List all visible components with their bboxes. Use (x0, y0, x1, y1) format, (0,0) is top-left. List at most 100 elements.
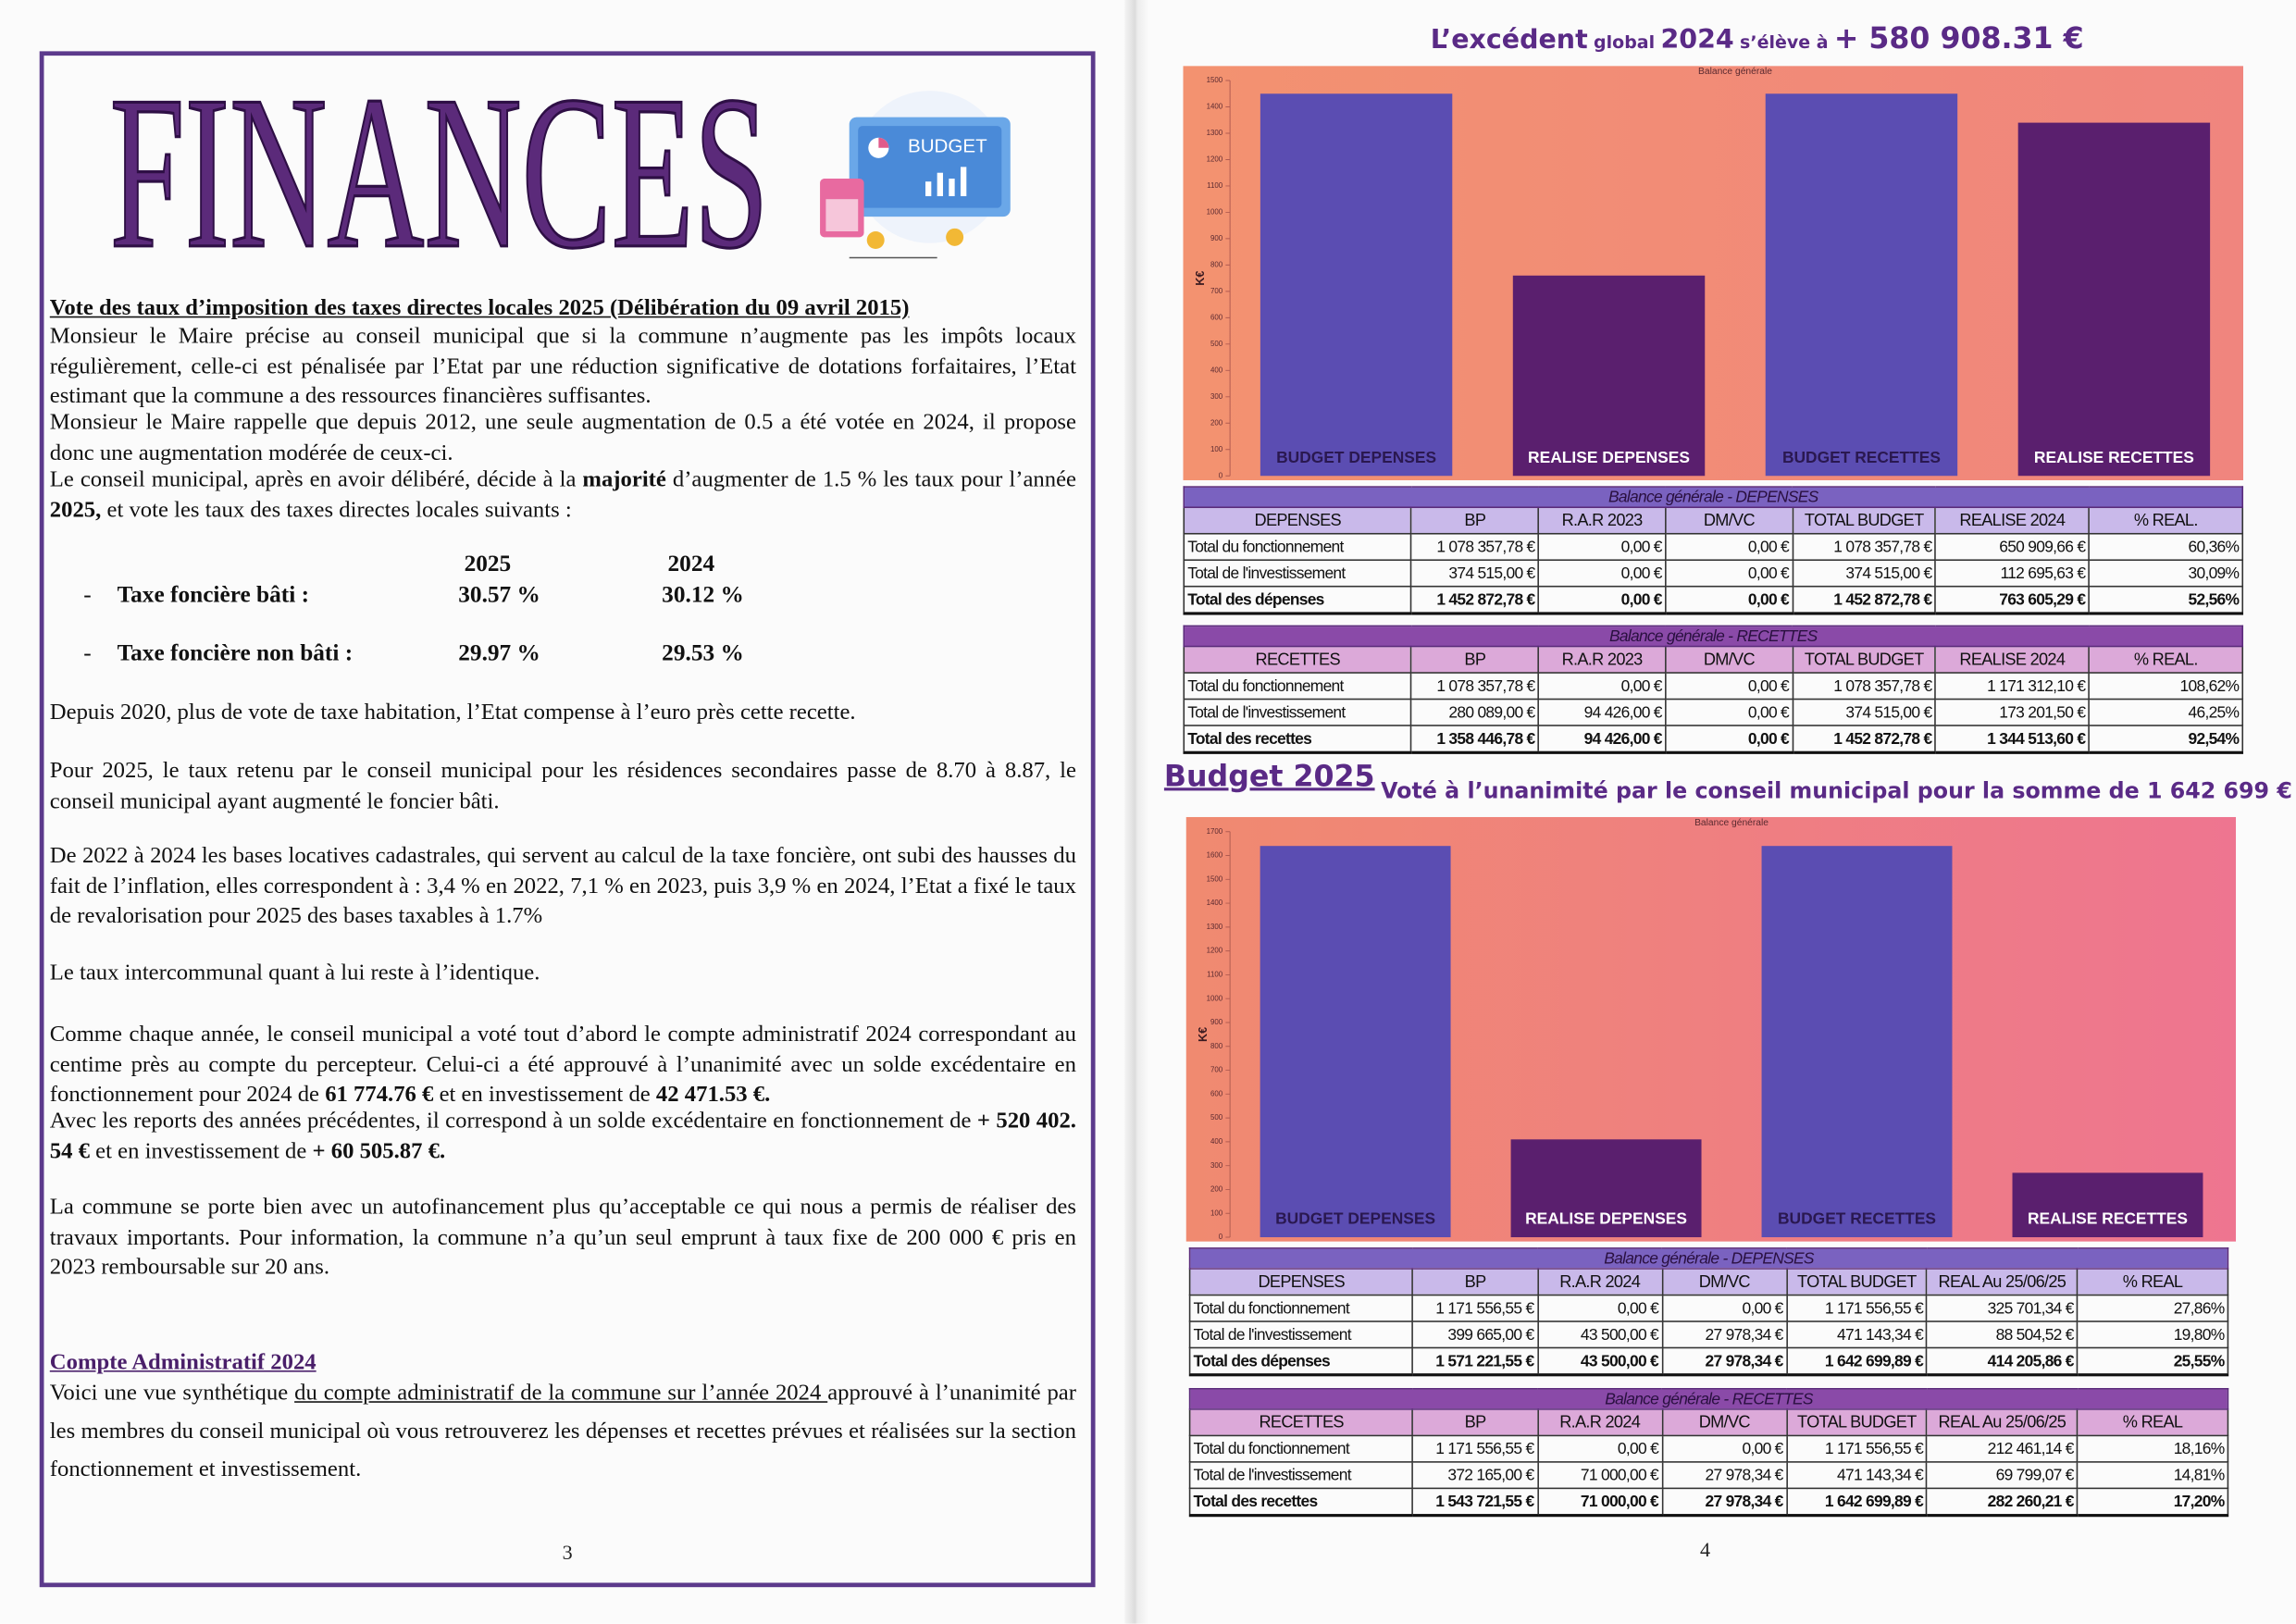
header-cell: TOTAL BUDGET (1785, 1408, 1928, 1437)
y-tick-label: 200 (1210, 418, 1223, 427)
text-run: 61 774.76 € (325, 1082, 434, 1108)
table-cell: 0,00 € (1664, 672, 1793, 700)
header-cell: DM/VC (1664, 645, 1793, 674)
heading: FINANCES (108, 73, 770, 264)
paragraph: Pour 2025, le taux retenu par le conseil… (50, 757, 1076, 817)
chart-title: Balance générale (1694, 818, 1769, 828)
table-cell: 0,00 € (1537, 532, 1667, 562)
table-cell: 27 978,34 € (1661, 1487, 1788, 1518)
page-frame (39, 51, 1096, 1588)
table-cell: 414 205,86 € (1926, 1346, 2079, 1377)
y-tick-label: 600 (1210, 313, 1223, 321)
icon-bar (949, 179, 955, 197)
table-cell: 1 642 699,89 € (1785, 1487, 1928, 1518)
tax-value: 30.57 % (458, 582, 540, 608)
y-tick-label: 300 (1210, 392, 1223, 401)
table-cell: 1 078 357,78 € (1792, 532, 1937, 562)
y-tick-label: 1500 (1207, 76, 1223, 84)
table-cell: 92,54% (2088, 725, 2244, 754)
bar-label: BUDGET RECETTES (1782, 448, 1941, 466)
text-run: Voici une vue synthétique (49, 1381, 295, 1406)
table-cell: 0,00 € (1536, 1434, 1663, 1463)
y-tick-label: 900 (1210, 1018, 1223, 1026)
text-run: La commune se porte bien avec un autofin… (49, 1195, 1076, 1280)
text-run: Monsieur le Maire précise au conseil mun… (49, 323, 1076, 409)
bar-label: REALISE RECETTES (2028, 1209, 2188, 1228)
table-cell: 1 078 357,78 € (1410, 532, 1540, 562)
header-cell: R.A.R 2023 (1537, 645, 1667, 674)
table-cell: 94 426,00 € (1537, 725, 1667, 754)
bar-chart: 0 100 200 300 400 500 600 700 800 900 1000 1100 1200… (1185, 816, 2237, 1242)
header-cell: TOTAL BUDGET (1792, 506, 1937, 535)
header-cell: BP (1411, 1268, 1539, 1296)
finance-table: Balance générale - DEPENSES DEPENSES BP R.A… (1188, 1247, 2229, 1377)
text-run: + 520 402. 54 € (49, 1108, 1076, 1164)
y-tick-label: 0 (1219, 471, 1223, 479)
bar-label: BUDGET DEPENSES (1276, 448, 1436, 466)
y-tick-label: 800 (1210, 260, 1223, 268)
table-cell: 25,55% (2076, 1346, 2229, 1377)
header-cell: DEPENSES (1183, 506, 1413, 535)
table-cell: Total du fonctionnement (1183, 532, 1413, 562)
header-cell: BP (1411, 1408, 1539, 1437)
table-cell: 471 143,34 € (1785, 1320, 1928, 1349)
table-row: Total de l'investissement 280 089,00 €94 … (1183, 698, 2244, 726)
table-cell: 1 452 872,78 € (1792, 585, 1937, 615)
table-cell: 1 344 513,60 € (1934, 725, 2091, 754)
table-cell: 1 452 872,78 € (1792, 725, 1937, 754)
text-run: 2025, (49, 497, 102, 523)
text-run: d’augmenter de 1.5 % les taux pour l’ann… (665, 466, 1076, 492)
table-cell: Total des dépenses (1183, 585, 1413, 615)
table-cell: 374 515,00 € (1792, 559, 1937, 588)
header-cell: BP (1410, 645, 1540, 674)
table-cell: 1 642 699,89 € (1785, 1346, 1928, 1377)
table-cell: 30,09% (2088, 559, 2244, 588)
header-cell: % REAL (2076, 1408, 2229, 1437)
header-cell: R.A.R 2024 (1536, 1268, 1663, 1296)
table-cell: 60,36% (2088, 532, 2244, 562)
header-cell: DM/VC (1664, 506, 1793, 535)
table-cell: 94 426,00 € (1537, 698, 1667, 726)
table-cell: 71 000,00 € (1536, 1487, 1663, 1518)
table-cell: 372 165,00 € (1411, 1461, 1539, 1490)
table-cell: 650 909,66 € (1934, 532, 2091, 562)
table-cell: 27 978,34 € (1661, 1346, 1788, 1377)
table-cell: 0,00 € (1664, 585, 1793, 615)
table-cell: 71 000,00 € (1536, 1461, 1663, 1490)
table-cell: 0,00 € (1664, 698, 1793, 726)
header-row: RECETTES BP R.A.R 2023 DM/VC TOTAL BUDGET REA… (1183, 645, 2244, 674)
header-row: DEPENSES BP R.A.R 2023 DM/VC TOTAL BUDGET REA… (1183, 506, 2244, 535)
table-row: Total du fonctionnement 1 171 556,55 €0,0… (1188, 1434, 2229, 1463)
year-header: 2025 (464, 552, 512, 577)
y-tick-label: 400 (1210, 366, 1223, 374)
table-cell: 43 500,00 € (1536, 1346, 1663, 1377)
table-row: Total de l'investissement 374 515,00 €0,0… (1183, 559, 2244, 588)
y-tick-label: 1700 (1207, 827, 1223, 836)
paragraph: Le conseil municipal, après en avoir dél… (50, 465, 1076, 526)
text-run: approuvé à l’unanimité par les membres d… (49, 1381, 1076, 1482)
bar-chart: 0 100 200 300 400 500 600 700 800 900 1000 1100 1200… (1183, 66, 2244, 480)
paragraph: Avec les reports des années précédentes,… (50, 1107, 1076, 1167)
illustration-label: BUDGET (908, 136, 987, 157)
table-cell: 1 171 556,55 € (1785, 1434, 1928, 1463)
page-number: 3 (562, 1543, 573, 1566)
text-run: et en investissement de (89, 1138, 313, 1164)
table-title-row: Balance générale - DEPENSES (1183, 486, 2244, 509)
y-axis-label: K€ (1194, 271, 1207, 286)
table-cell: Total de l'investissement (1188, 1320, 1414, 1349)
header-cell: % REAL. (2088, 506, 2244, 535)
table-title: Balance générale - RECETTES (1183, 625, 2244, 648)
tax-value: 29.53 % (662, 641, 744, 666)
bar (1510, 1139, 1702, 1238)
headline-part: s’élève à (1740, 31, 1829, 53)
table-cell: 0,00 € (1661, 1294, 1788, 1322)
bar (2017, 122, 2211, 477)
y-tick-label: 500 (1210, 340, 1223, 348)
table-cell: Total du fonctionnement (1188, 1294, 1414, 1322)
y-tick-label: 500 (1210, 1113, 1223, 1122)
budget-title: Budget 2025 (1163, 758, 1375, 794)
bar-label: REALISE DEPENSES (1525, 1209, 1687, 1228)
chart-title: Balance générale (1698, 67, 1772, 77)
y-tick-label: 100 (1210, 1209, 1223, 1217)
y-tick-label: 200 (1210, 1185, 1223, 1194)
